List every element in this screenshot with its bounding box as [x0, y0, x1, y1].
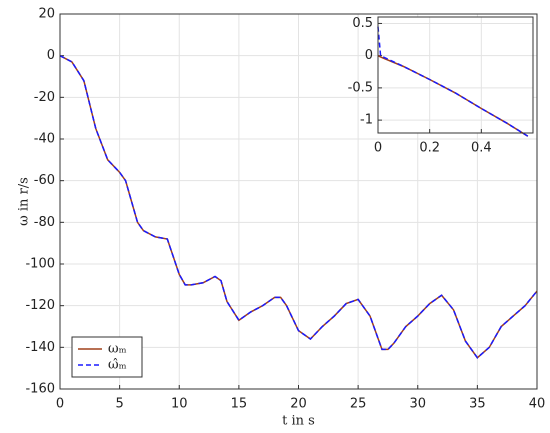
y-tick-label: -140	[25, 340, 55, 355]
plot-frame	[59, 13, 538, 390]
data-line	[377, 26, 529, 137]
y-axis-label: ω in r/s	[17, 177, 32, 226]
x-tick-label: 0	[56, 397, 64, 412]
plot-frame	[377, 16, 534, 134]
x-tick-label: 15	[231, 397, 248, 412]
x-tick-label: 0.4	[471, 141, 492, 156]
y-tick-label: -120	[25, 298, 55, 313]
x-tick-label: 20	[290, 397, 307, 412]
x-tick-label: 35	[469, 397, 486, 412]
y-tick-label: -60	[34, 173, 55, 188]
x-tick-label: 30	[409, 397, 426, 412]
x-axis-label: t in s	[282, 414, 315, 429]
x-tick-label: 0	[374, 141, 382, 156]
x-tick-label: 5	[115, 397, 123, 412]
y-tick-label: 20	[38, 7, 55, 22]
y-tick-label: -1	[360, 113, 373, 128]
x-tick-label: 10	[171, 397, 188, 412]
x-tick-label: 40	[529, 397, 546, 412]
legend-box	[71, 336, 143, 378]
y-tick-label: -160	[25, 382, 55, 397]
y-tick-label: -80	[34, 215, 55, 230]
y-tick-label: 0	[365, 48, 373, 63]
y-tick-label: 0	[47, 48, 55, 63]
x-tick-label: 0.2	[419, 141, 440, 156]
data-line	[59, 55, 538, 359]
x-tick-label: 25	[350, 397, 367, 412]
y-tick-label: -40	[34, 132, 55, 147]
plot-area	[378, 17, 533, 133]
legend-label: ω̂ₘ	[108, 358, 127, 373]
y-tick-label: -20	[34, 90, 55, 105]
y-tick-label: 0.5	[352, 16, 373, 31]
legend-label: ωₘ	[108, 342, 127, 357]
y-tick-label: -100	[25, 257, 55, 272]
y-tick-label: -0.5	[348, 80, 373, 95]
